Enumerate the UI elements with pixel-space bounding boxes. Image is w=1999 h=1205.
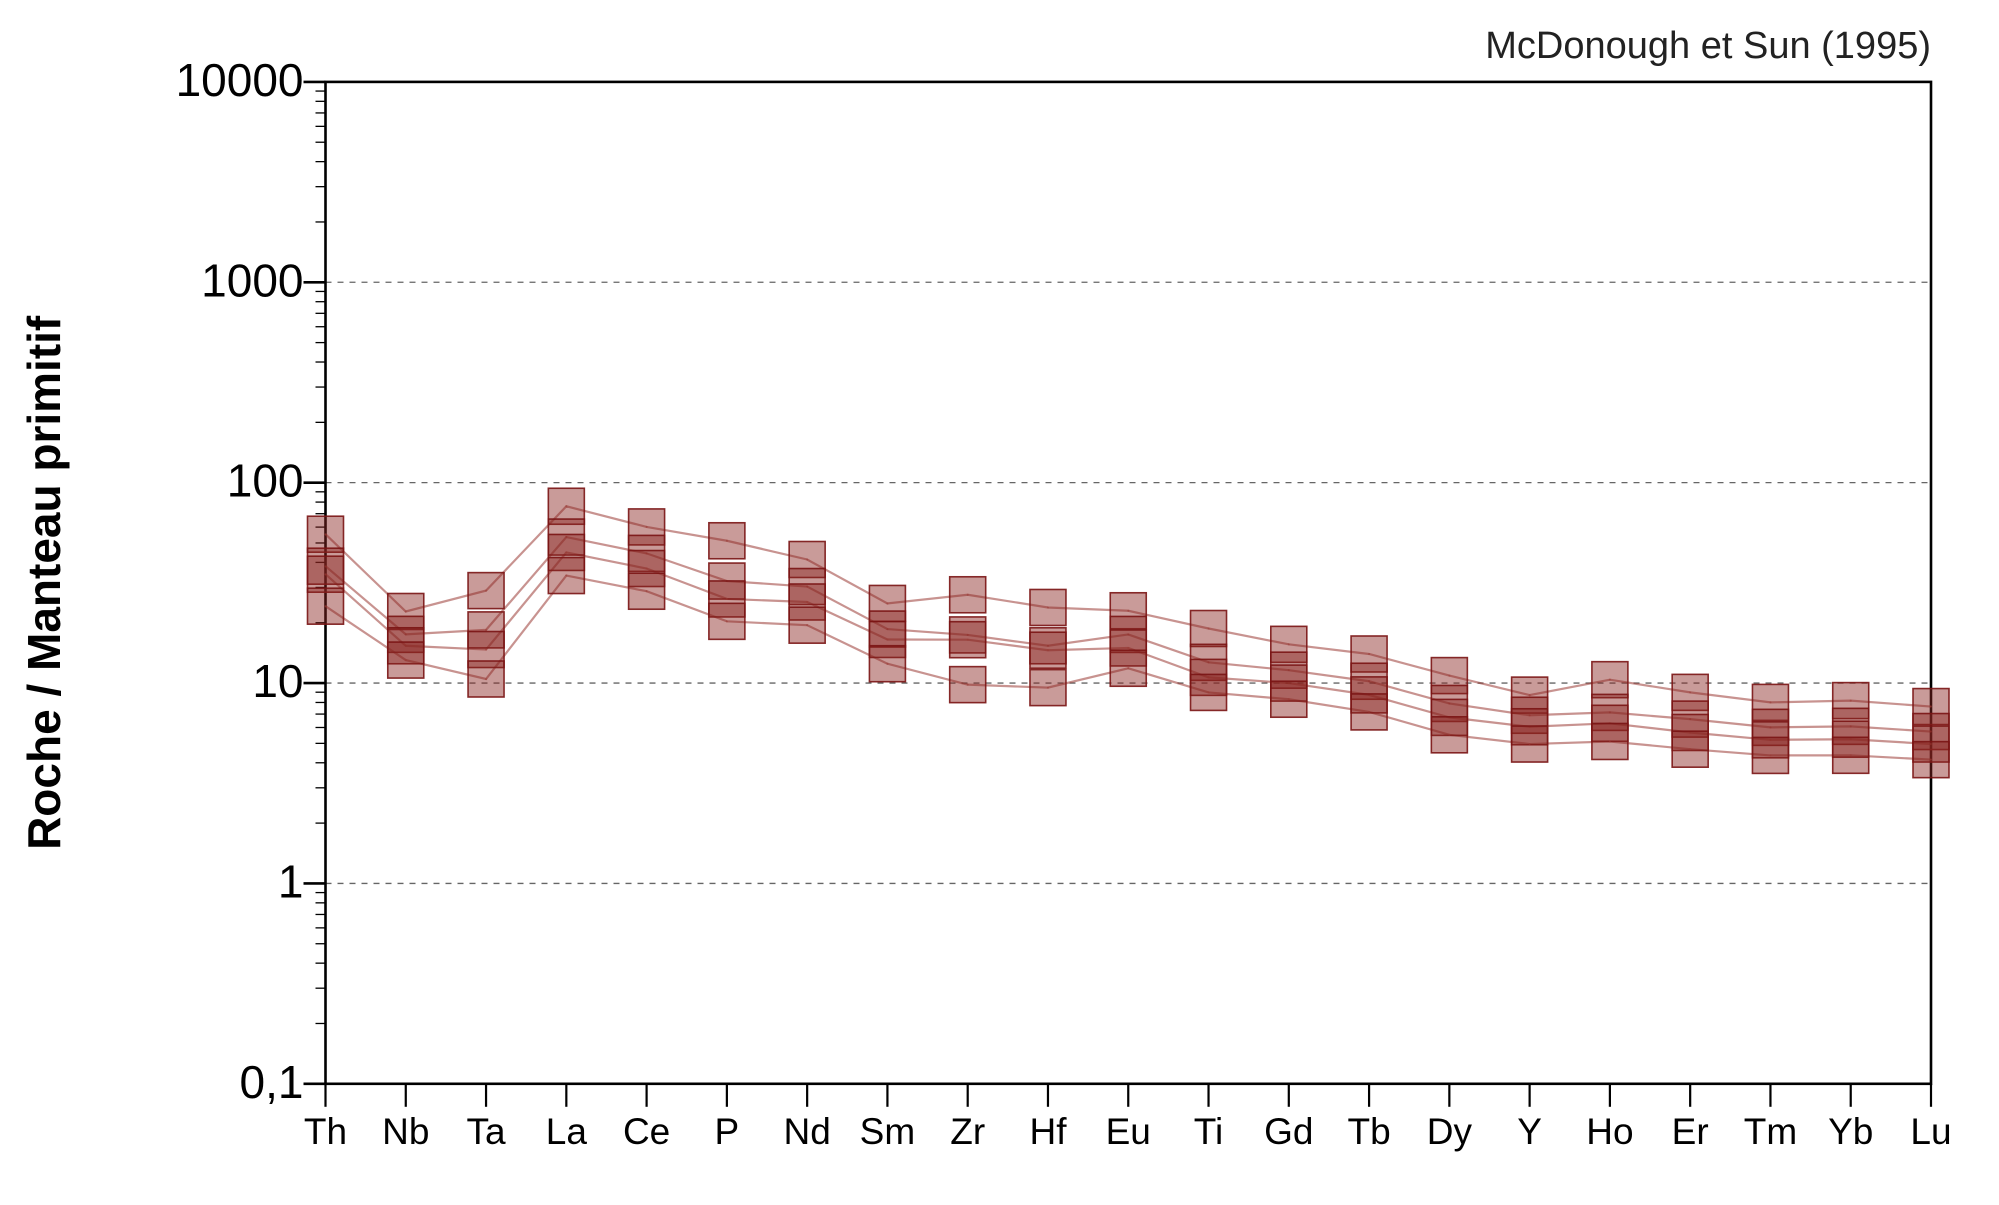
svg-text:Tb: Tb: [1347, 1111, 1390, 1152]
svg-text:Y: Y: [1517, 1111, 1542, 1152]
svg-text:Roche / Manteau primitif: Roche / Manteau primitif: [18, 315, 70, 850]
svg-text:Ho: Ho: [1586, 1111, 1633, 1152]
svg-text:Yb: Yb: [1828, 1111, 1873, 1152]
svg-text:10: 10: [252, 655, 303, 707]
svg-text:Dy: Dy: [1427, 1111, 1473, 1152]
svg-text:Ti: Ti: [1194, 1111, 1223, 1152]
svg-text:Hf: Hf: [1029, 1111, 1067, 1152]
svg-text:P: P: [715, 1111, 740, 1152]
svg-text:Th: Th: [304, 1111, 347, 1152]
svg-text:Eu: Eu: [1106, 1111, 1151, 1152]
svg-text:0,1: 0,1: [240, 1056, 304, 1108]
svg-text:Gd: Gd: [1264, 1111, 1313, 1152]
svg-text:Nd: Nd: [783, 1111, 830, 1152]
svg-text:Er: Er: [1672, 1111, 1709, 1152]
svg-text:Ta: Ta: [467, 1111, 507, 1152]
svg-text:1: 1: [278, 855, 304, 907]
svg-text:Lu: Lu: [1910, 1111, 1951, 1152]
svg-text:La: La: [546, 1111, 588, 1152]
svg-text:10000: 10000: [176, 54, 304, 106]
svg-text:1000: 1000: [201, 254, 303, 306]
svg-text:Zr: Zr: [950, 1111, 985, 1152]
svg-text:Sm: Sm: [860, 1111, 916, 1152]
svg-text:100: 100: [227, 455, 304, 507]
svg-text:McDonough et Sun (1995): McDonough et Sun (1995): [1485, 25, 1931, 67]
svg-text:Nb: Nb: [382, 1111, 429, 1152]
svg-text:Ce: Ce: [623, 1111, 670, 1152]
svg-text:Tm: Tm: [1744, 1111, 1797, 1152]
